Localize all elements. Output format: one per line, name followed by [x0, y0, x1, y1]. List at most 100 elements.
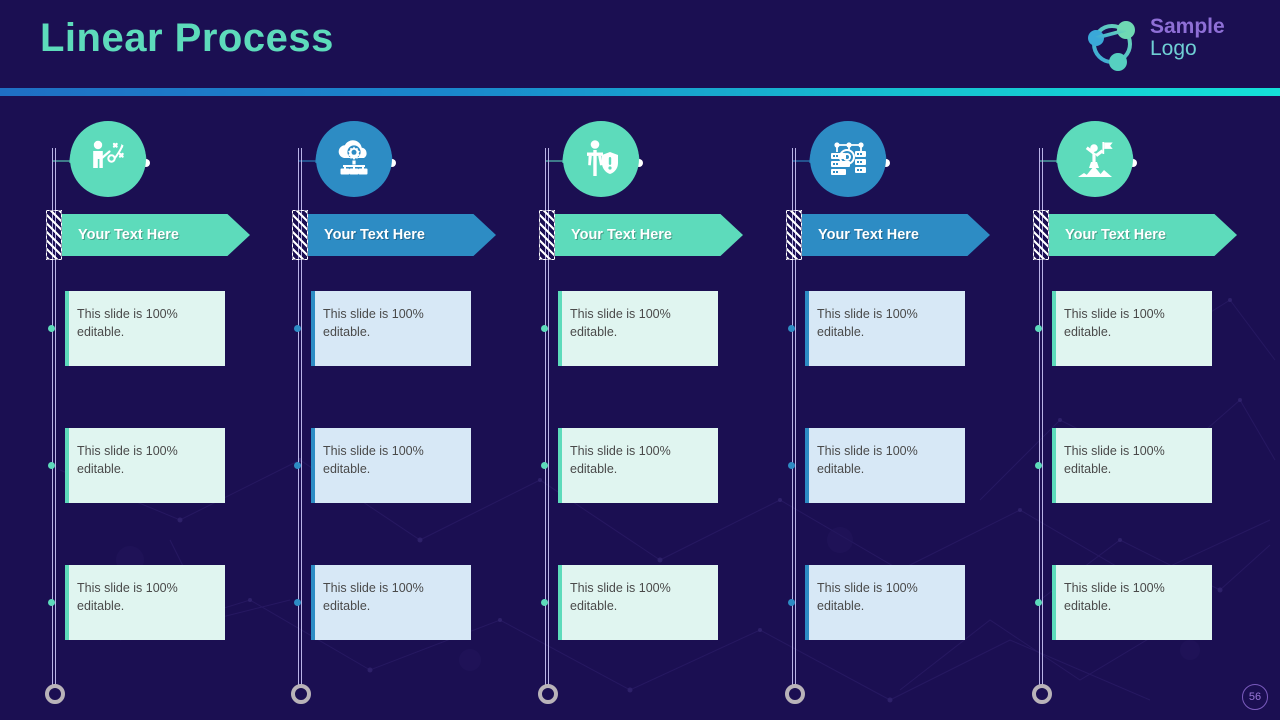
- step-banner[interactable]: Your Text Here: [308, 214, 496, 256]
- slide-header: Linear Process: [0, 0, 1280, 88]
- rail-end-ring: [1032, 684, 1052, 704]
- rail-node-dot: [48, 325, 55, 332]
- card-accent-bar: [311, 428, 315, 503]
- card-text: This slide is 100% editable.: [77, 581, 178, 614]
- card-accent-bar: [65, 565, 69, 640]
- vertical-rail: [52, 148, 56, 688]
- card-accent-bar: [558, 428, 562, 503]
- card-text: This slide is 100% editable.: [817, 444, 918, 477]
- card-text: This slide is 100% editable.: [323, 581, 424, 614]
- page-number-badge: 56: [1242, 684, 1268, 710]
- step-icon-group[interactable]: [1049, 113, 1141, 205]
- banner-shape: [1049, 214, 1237, 256]
- text-card[interactable]: This slide is 100% editable.: [1052, 291, 1212, 366]
- cloud-gear-network-icon: [338, 140, 368, 175]
- rail-node-dot: [294, 599, 301, 606]
- hatched-marker: [539, 210, 555, 260]
- banner-shape: [62, 214, 250, 256]
- step-icon-group[interactable]: [802, 113, 894, 205]
- process-column-1: Your Text Here This slide is 100% editab…: [0, 0, 250, 720]
- banner-label: Your Text Here: [78, 227, 179, 243]
- rail-node-dot: [48, 599, 55, 606]
- step-banner[interactable]: Your Text Here: [555, 214, 743, 256]
- step-banner[interactable]: Your Text Here: [802, 214, 990, 256]
- card-text: This slide is 100% editable.: [77, 444, 178, 477]
- rail-node-dot: [788, 325, 795, 332]
- banner-label: Your Text Here: [818, 227, 919, 243]
- card-text: This slide is 100% editable.: [323, 307, 424, 340]
- rail-node-dot: [1035, 462, 1042, 469]
- text-card[interactable]: This slide is 100% editable.: [805, 291, 965, 366]
- text-card[interactable]: This slide is 100% editable.: [1052, 428, 1212, 503]
- card-accent-bar: [311, 565, 315, 640]
- text-card[interactable]: This slide is 100% editable.: [805, 428, 965, 503]
- page-title: Linear Process: [40, 16, 334, 60]
- text-card[interactable]: This slide is 100% editable.: [558, 291, 718, 366]
- data-server-workflow-icon: [831, 142, 866, 175]
- rail-node-dot: [541, 599, 548, 606]
- safety-shield-person-icon: [587, 140, 618, 176]
- card-text: This slide is 100% editable.: [817, 581, 918, 614]
- logo-text-block: Sample Logo: [1150, 15, 1225, 61]
- rail-node-dot: [294, 462, 301, 469]
- text-card[interactable]: This slide is 100% editable.: [311, 291, 471, 366]
- text-card[interactable]: This slide is 100% editable.: [1052, 565, 1212, 640]
- rail-node-dot: [294, 325, 301, 332]
- text-card[interactable]: This slide is 100% editable.: [65, 565, 225, 640]
- process-column-5: Your Text Here This slide is 100% editab…: [987, 0, 1237, 720]
- card-text: This slide is 100% editable.: [1064, 581, 1165, 614]
- rail-node-dot: [1035, 599, 1042, 606]
- card-accent-bar: [558, 291, 562, 366]
- hatched-marker: [786, 210, 802, 260]
- card-text: This slide is 100% editable.: [77, 307, 178, 340]
- card-text: This slide is 100% editable.: [570, 581, 671, 614]
- card-accent-bar: [1052, 565, 1056, 640]
- hatched-marker: [292, 210, 308, 260]
- vertical-rail: [792, 148, 796, 688]
- banner-label: Your Text Here: [1065, 227, 1166, 243]
- text-card[interactable]: This slide is 100% editable.: [558, 565, 718, 640]
- icon-circle: [70, 121, 146, 197]
- text-card[interactable]: This slide is 100% editable.: [558, 428, 718, 503]
- text-card[interactable]: This slide is 100% editable.: [805, 565, 965, 640]
- card-accent-bar: [558, 565, 562, 640]
- card-accent-bar: [805, 565, 809, 640]
- rail-node-dot: [788, 462, 795, 469]
- step-icon-group[interactable]: [555, 113, 647, 205]
- process-column-2: Your Text Here This slide is 100% editab…: [246, 0, 496, 720]
- process-column-4: Your Text Here This slide is 100% editab…: [740, 0, 990, 720]
- card-accent-bar: [1052, 291, 1056, 366]
- rail-node-dot: [788, 599, 795, 606]
- icon-circle: [1057, 121, 1133, 197]
- rail-end-ring: [45, 684, 65, 704]
- banner-label: Your Text Here: [324, 227, 425, 243]
- rail-end-ring: [538, 684, 558, 704]
- step-banner[interactable]: Your Text Here: [62, 214, 250, 256]
- card-text: This slide is 100% editable.: [570, 444, 671, 477]
- vertical-rail: [1039, 148, 1043, 688]
- card-accent-bar: [1052, 428, 1056, 503]
- rail-node-dot: [48, 462, 55, 469]
- step-banner[interactable]: Your Text Here: [1049, 214, 1237, 256]
- vertical-rail: [298, 148, 302, 688]
- icon-circle: [563, 121, 639, 197]
- step-icon-group[interactable]: [62, 113, 154, 205]
- text-card[interactable]: This slide is 100% editable.: [311, 565, 471, 640]
- icon-circle: [810, 121, 886, 197]
- banner-shape: [802, 214, 990, 256]
- rail-node-dot: [541, 462, 548, 469]
- strategy-person-icon: [93, 140, 124, 168]
- logo-line-1: Sample: [1150, 15, 1225, 38]
- text-card[interactable]: This slide is 100% editable.: [65, 428, 225, 503]
- text-card[interactable]: This slide is 100% editable.: [65, 291, 225, 366]
- step-icon-group[interactable]: [308, 113, 400, 205]
- card-text: This slide is 100% editable.: [1064, 307, 1165, 340]
- card-text: This slide is 100% editable.: [817, 307, 918, 340]
- card-text: This slide is 100% editable.: [323, 444, 424, 477]
- molecule-network-icon: [1088, 21, 1135, 71]
- hatched-marker: [46, 210, 62, 260]
- text-card[interactable]: This slide is 100% editable.: [311, 428, 471, 503]
- card-accent-bar: [311, 291, 315, 366]
- logo-line-2: Logo: [1150, 37, 1197, 61]
